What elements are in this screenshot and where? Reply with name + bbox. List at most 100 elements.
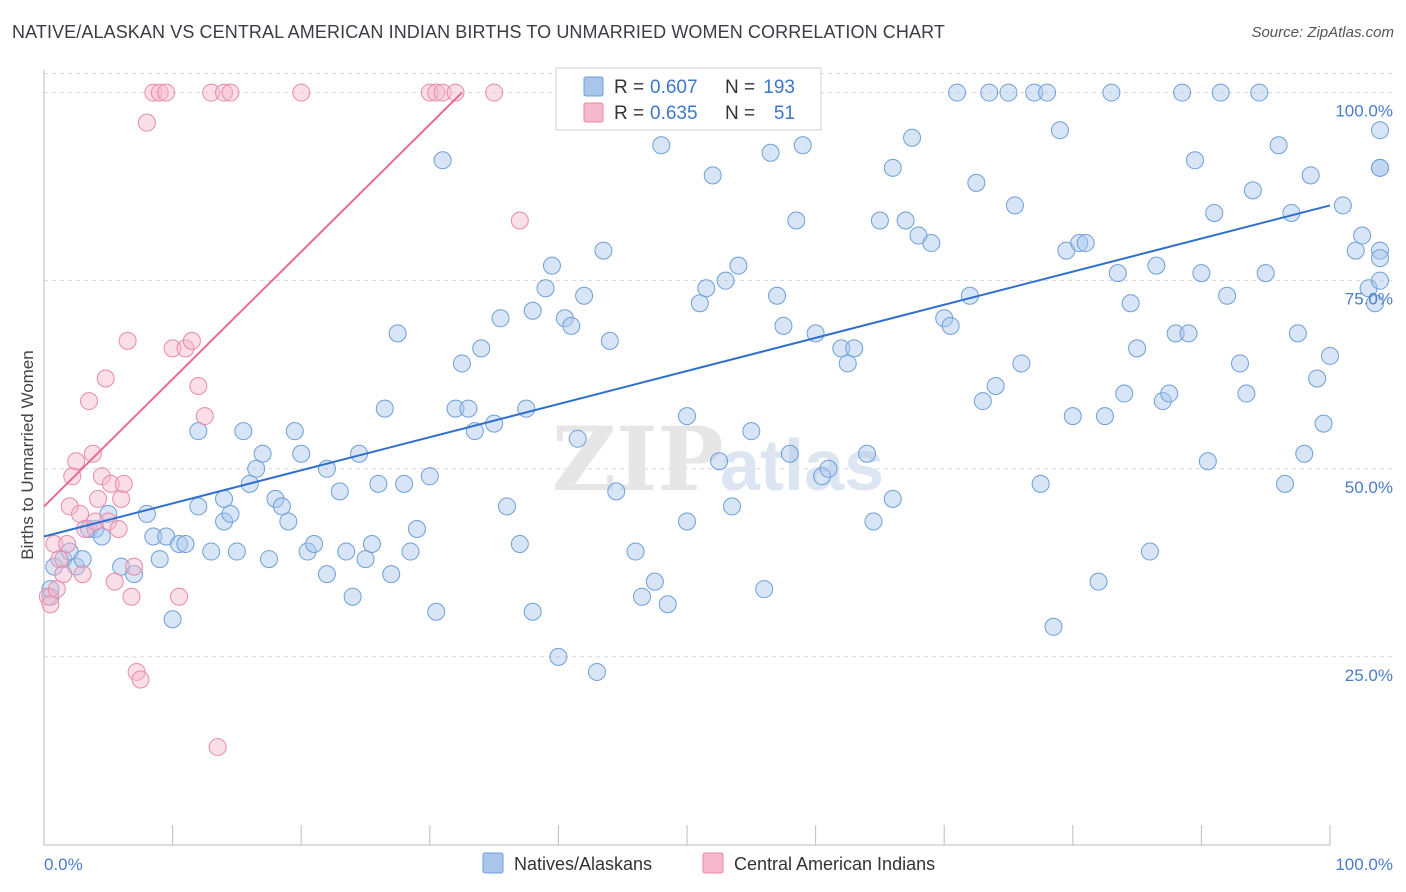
natives-point-132 bbox=[1025, 83, 1044, 102]
natives-point-148 bbox=[1140, 542, 1159, 561]
natives-point-156 bbox=[1192, 264, 1211, 283]
natives-point-12 bbox=[125, 565, 144, 584]
series-central-american-points bbox=[38, 83, 529, 757]
natives-point-142 bbox=[1095, 407, 1114, 426]
legend-n-label-2: N = bbox=[725, 103, 755, 124]
natives-point-185 bbox=[1371, 121, 1389, 140]
natives-point-57 bbox=[446, 399, 465, 418]
natives-point-81 bbox=[626, 542, 645, 561]
natives-point-79 bbox=[600, 331, 619, 350]
natives-point-164 bbox=[1250, 83, 1269, 102]
natives-point-146 bbox=[1121, 294, 1140, 313]
natives-point-183 bbox=[1371, 241, 1389, 260]
natives-point-136 bbox=[1050, 121, 1069, 140]
natives-point-95 bbox=[723, 497, 742, 516]
natives-point-45 bbox=[356, 550, 375, 569]
natives-point-128 bbox=[986, 377, 1005, 396]
watermark-zip: ZIP bbox=[552, 407, 724, 511]
natives-point-71 bbox=[549, 647, 568, 666]
y-tick-label-3: 100.0% bbox=[1335, 102, 1393, 121]
natives-point-159 bbox=[1211, 83, 1230, 102]
natives-point-92 bbox=[703, 166, 722, 185]
central-american-point-27 bbox=[125, 557, 144, 576]
y-tick-labels: 25.0% 50.0% 75.0% 100.0% bbox=[1335, 102, 1393, 685]
natives-point-141 bbox=[1089, 572, 1108, 591]
natives-point-78 bbox=[594, 241, 613, 260]
natives-point-129 bbox=[999, 83, 1018, 102]
natives-point-138 bbox=[1063, 407, 1082, 426]
natives-point-101 bbox=[774, 316, 793, 335]
trend-line-central-american bbox=[43, 91, 463, 508]
central-american-point-34 bbox=[163, 339, 182, 358]
natives-point-80 bbox=[607, 482, 626, 501]
natives-point-26 bbox=[227, 542, 246, 561]
central-american-point-4 bbox=[50, 550, 69, 569]
natives-point-58 bbox=[452, 354, 471, 373]
natives-point-167 bbox=[1275, 474, 1294, 493]
natives-point-40 bbox=[317, 565, 336, 584]
central-american-point-6 bbox=[58, 535, 77, 554]
central-american-point-38 bbox=[189, 377, 208, 396]
central-american-point-31 bbox=[144, 83, 163, 102]
natives-point-182 bbox=[1371, 158, 1389, 177]
natives-point-98 bbox=[755, 580, 774, 599]
natives-point-163 bbox=[1243, 181, 1262, 200]
central-american-point-41 bbox=[208, 738, 227, 757]
natives-point-36 bbox=[292, 444, 311, 463]
legend-bottom: Natives/Alaskans Central American Indian… bbox=[482, 852, 935, 874]
natives-point-86 bbox=[658, 595, 677, 614]
natives-point-173 bbox=[1314, 414, 1333, 433]
central-american-point-46 bbox=[427, 83, 446, 102]
central-american-point-20 bbox=[101, 474, 120, 493]
natives-point-56 bbox=[433, 151, 452, 170]
natives-point-33 bbox=[272, 497, 291, 516]
central-american-point-30 bbox=[137, 113, 156, 132]
natives-point-48 bbox=[375, 399, 394, 418]
legend-r-value-2: 0.635 bbox=[650, 103, 698, 124]
central-american-point-21 bbox=[105, 572, 124, 591]
natives-point-38 bbox=[305, 535, 324, 554]
natives-point-145 bbox=[1115, 384, 1134, 403]
natives-point-118 bbox=[903, 128, 922, 147]
natives-point-104 bbox=[793, 136, 812, 155]
natives-point-1 bbox=[41, 580, 60, 599]
natives-point-64 bbox=[497, 497, 516, 516]
natives-point-175 bbox=[1333, 196, 1352, 215]
natives-point-162 bbox=[1237, 384, 1256, 403]
natives-point-149 bbox=[1147, 256, 1166, 275]
natives-point-27 bbox=[234, 422, 253, 441]
natives-point-96 bbox=[729, 256, 748, 275]
bottom-legend-swatch-central-american bbox=[702, 852, 724, 874]
natives-point-17 bbox=[163, 610, 182, 629]
y-tick-label-0: 25.0% bbox=[1345, 666, 1393, 685]
central-american-point-10 bbox=[71, 504, 90, 523]
series-natives-points bbox=[41, 83, 1389, 681]
chart-title: NATIVE/ALASKAN VS CENTRAL AMERICAN INDIA… bbox=[12, 22, 945, 42]
natives-point-77 bbox=[587, 662, 606, 681]
central-american-point-0 bbox=[38, 587, 57, 606]
natives-point-121 bbox=[935, 309, 954, 328]
legend-r-value-1: 0.607 bbox=[650, 77, 698, 98]
central-american-point-43 bbox=[221, 83, 240, 102]
legend-n-label-1: N = bbox=[725, 77, 755, 98]
natives-point-46 bbox=[362, 535, 381, 554]
legend-r-label-2: R = bbox=[614, 103, 644, 124]
axes bbox=[43, 70, 1331, 846]
natives-point-74 bbox=[568, 429, 587, 448]
central-american-point-13 bbox=[80, 392, 99, 411]
natives-point-151 bbox=[1160, 384, 1179, 403]
natives-point-72 bbox=[555, 309, 574, 328]
natives-point-22 bbox=[202, 542, 221, 561]
central-american-point-17 bbox=[92, 467, 111, 486]
natives-point-174 bbox=[1321, 346, 1339, 365]
legend-swatch-natives bbox=[583, 76, 604, 97]
natives-point-152 bbox=[1166, 324, 1185, 343]
natives-point-153 bbox=[1173, 83, 1192, 102]
natives-point-108 bbox=[819, 459, 838, 478]
natives-point-161 bbox=[1230, 354, 1249, 373]
natives-point-51 bbox=[395, 474, 414, 493]
trend-line-natives bbox=[43, 204, 1331, 538]
natives-point-150 bbox=[1153, 392, 1172, 411]
natives-point-69 bbox=[536, 279, 555, 298]
natives-point-29 bbox=[247, 459, 266, 478]
